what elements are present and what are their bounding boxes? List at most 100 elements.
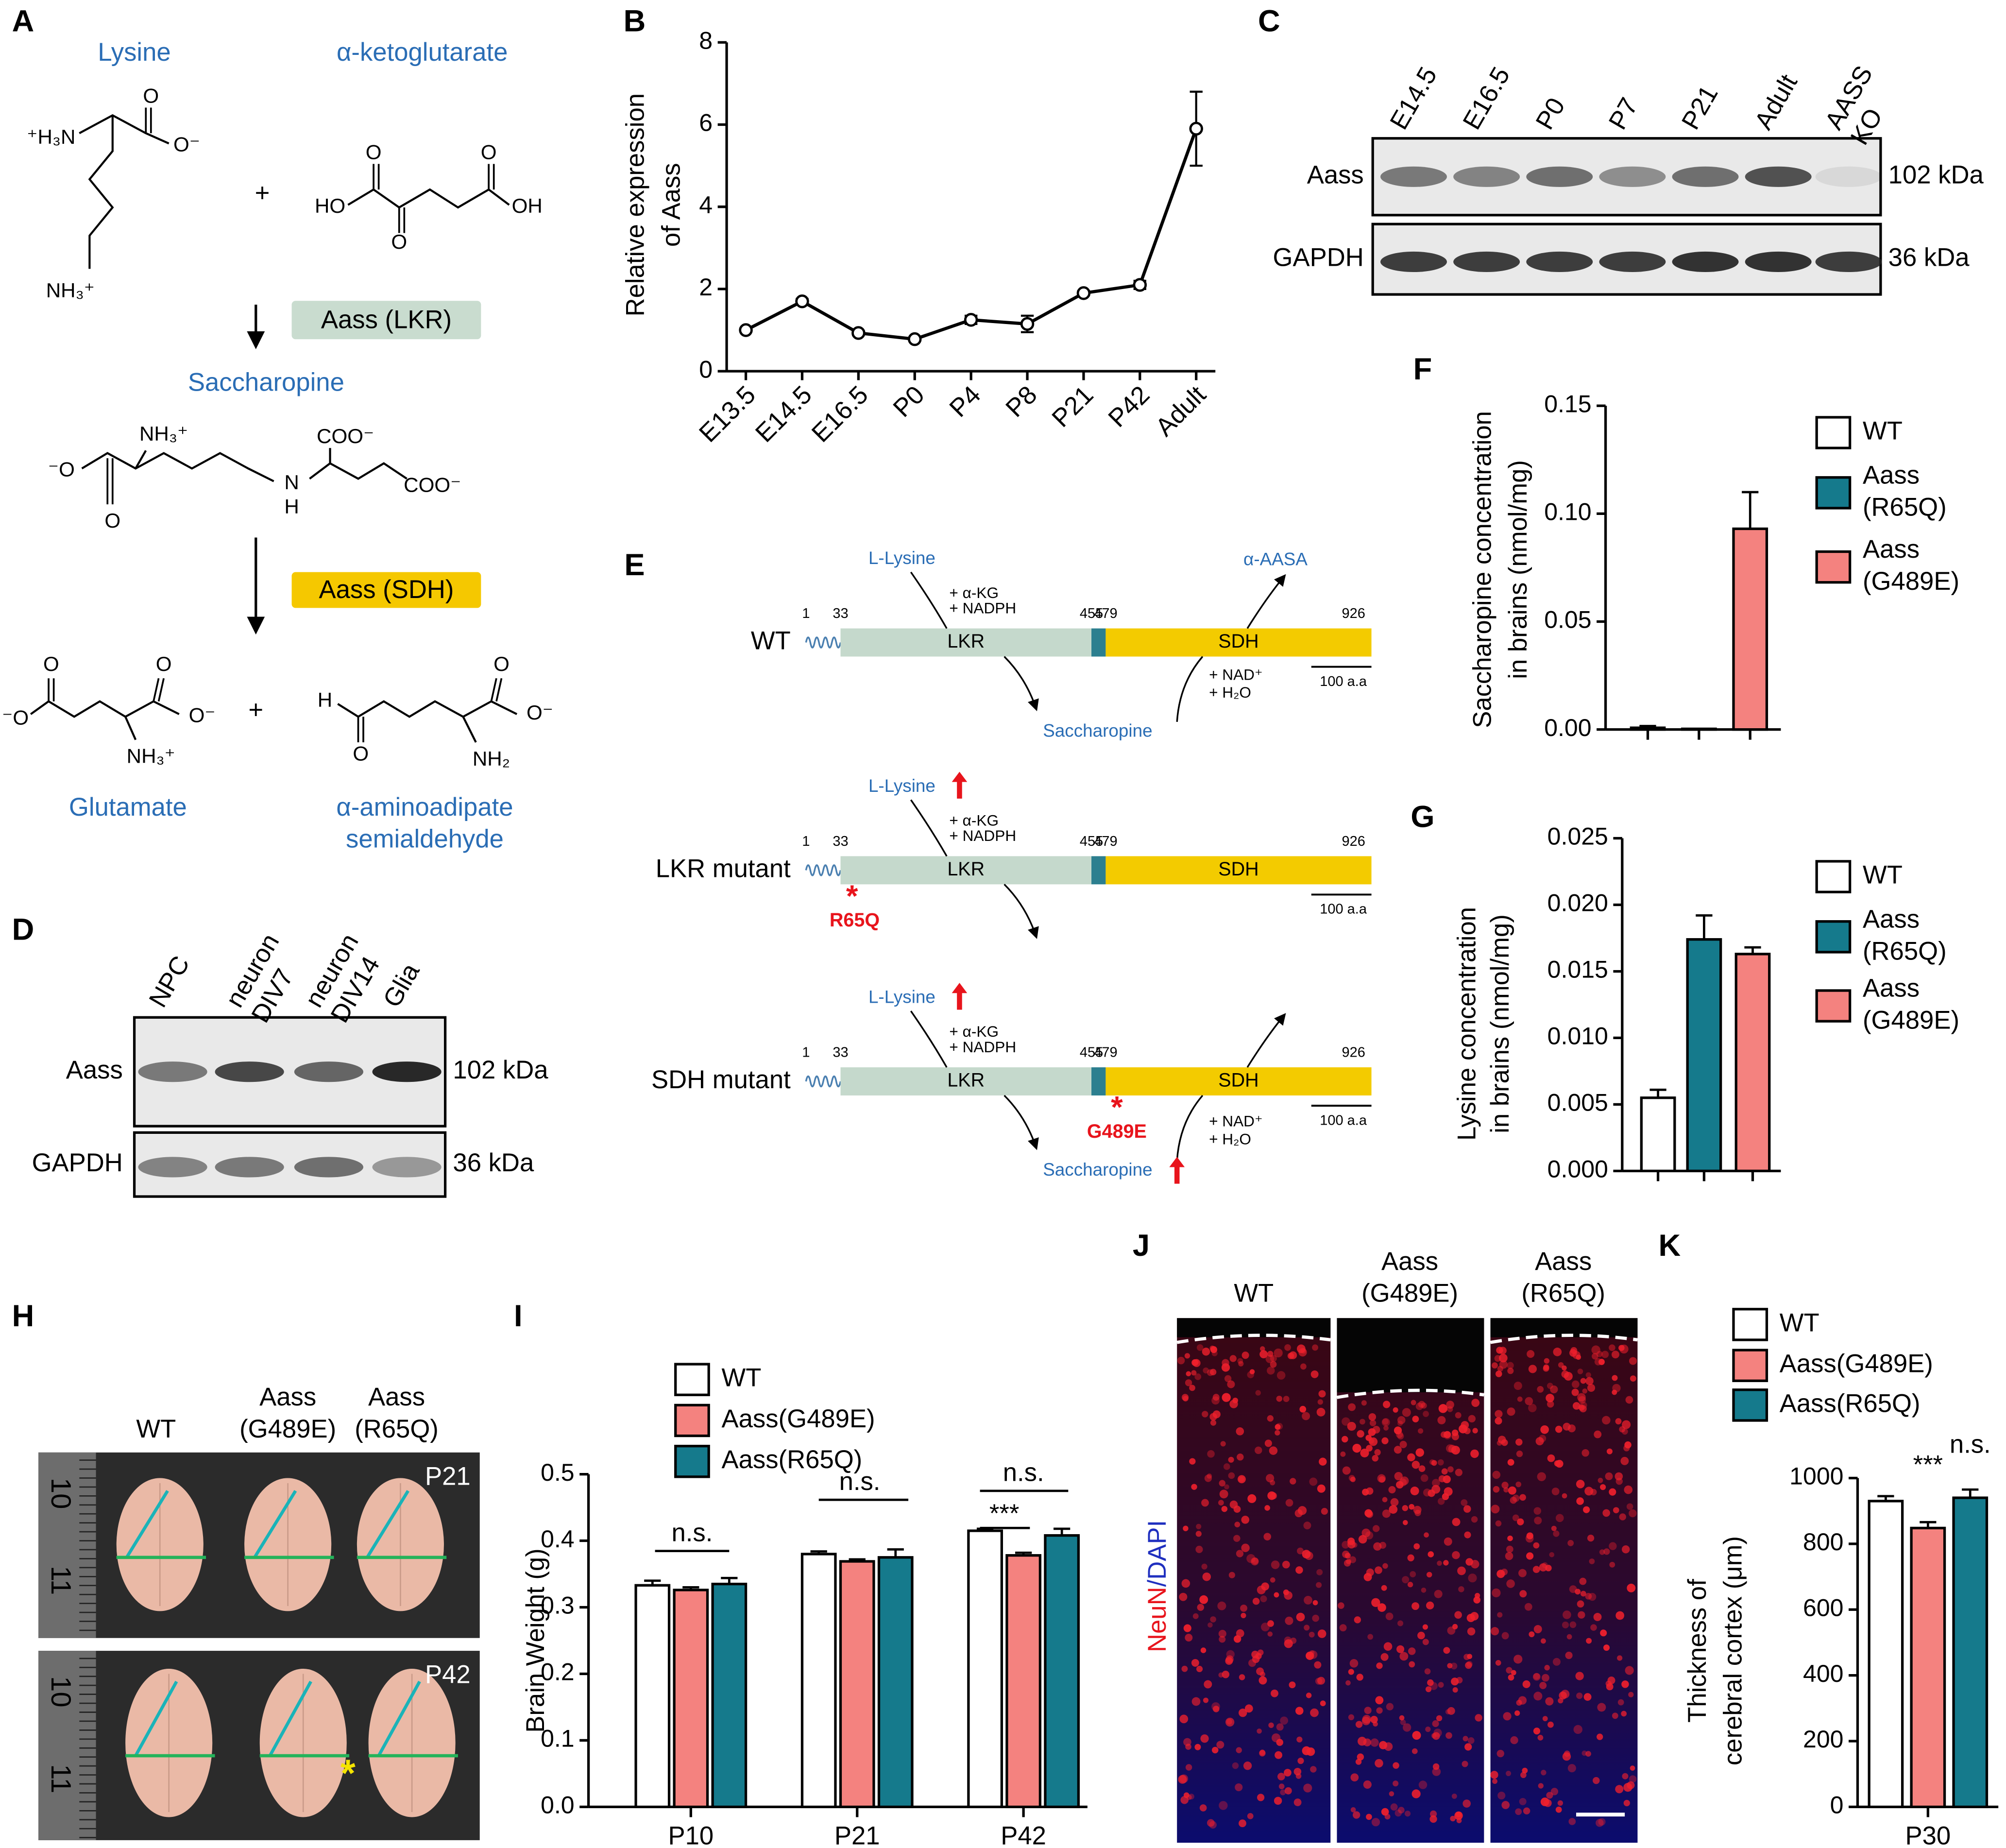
cell — [1252, 1597, 1260, 1605]
bar — [1952, 1496, 1989, 1809]
cell — [1270, 1361, 1277, 1368]
cell — [1267, 1351, 1274, 1357]
cell — [1202, 1572, 1211, 1581]
lkr-domain — [840, 856, 1092, 885]
legend-swatch — [1732, 1349, 1768, 1382]
cell — [1376, 1707, 1383, 1714]
cell — [1207, 1450, 1215, 1458]
cell — [1191, 1370, 1197, 1376]
cell — [1553, 1348, 1562, 1356]
significance-label: n.s. — [839, 1467, 881, 1496]
column-label: (G489E) — [1361, 1279, 1458, 1308]
band — [1599, 166, 1666, 187]
cell — [1316, 1582, 1322, 1588]
y-tick-label: 0.000 — [1547, 1156, 1608, 1183]
cell — [1304, 1595, 1312, 1605]
substrate-label: L-Lysine — [868, 776, 935, 796]
cell — [1424, 1532, 1429, 1538]
significance-label: *** — [989, 1499, 1019, 1528]
cell — [1532, 1673, 1541, 1681]
cell — [1513, 1655, 1523, 1664]
cell — [1540, 1638, 1546, 1644]
cell — [1517, 1518, 1524, 1525]
panel-letter: H — [12, 1299, 34, 1333]
product-label: α-AASA — [1243, 549, 1308, 569]
cell — [1363, 1573, 1372, 1581]
y-tick-label: 0 — [1830, 1792, 1844, 1819]
length-line — [366, 1490, 410, 1558]
cell — [1259, 1749, 1265, 1756]
cell — [1271, 1689, 1278, 1697]
legend-swatch — [674, 1403, 710, 1437]
cell — [1382, 1418, 1389, 1425]
bar — [1044, 1534, 1080, 1809]
length-line — [134, 1680, 178, 1757]
cell — [1555, 1425, 1563, 1433]
cell — [1507, 1535, 1513, 1541]
cell — [1302, 1412, 1310, 1420]
cell — [1587, 1534, 1595, 1542]
cell — [1186, 1371, 1191, 1377]
band — [1526, 251, 1593, 273]
cell — [1508, 1486, 1516, 1495]
cell — [1219, 1489, 1228, 1499]
cell — [1372, 1525, 1380, 1532]
y-tick-label: 0.0 — [541, 1792, 575, 1819]
cell — [1316, 1407, 1326, 1417]
cell — [1525, 1534, 1534, 1543]
cell — [1239, 1709, 1247, 1717]
cell — [1402, 1505, 1409, 1511]
linker-domain — [1091, 856, 1106, 885]
cell — [1438, 1404, 1448, 1413]
cell — [1627, 1781, 1635, 1789]
cell — [1522, 1680, 1530, 1688]
cell — [1495, 1370, 1502, 1377]
blot-row-label: Aass — [1307, 161, 1364, 189]
cell — [1599, 1549, 1605, 1555]
legend-label: WT — [1863, 860, 1903, 889]
cell — [1271, 1560, 1280, 1569]
reaction-curve — [1176, 1095, 1204, 1161]
y-tick-label: 8 — [699, 27, 713, 54]
cell — [1295, 1707, 1304, 1715]
cell — [1621, 1680, 1629, 1688]
cell — [1247, 1813, 1254, 1819]
cell — [1443, 1560, 1449, 1566]
cell — [1593, 1613, 1602, 1621]
y-tick-label: 0 — [699, 356, 713, 383]
cell — [1184, 1353, 1190, 1359]
legend-label: Aass(R65Q) — [722, 1445, 863, 1474]
row-label: WT — [751, 626, 791, 655]
cell — [1517, 1396, 1523, 1402]
panel-letter: B — [624, 4, 646, 38]
cell — [1192, 1613, 1199, 1619]
cell — [1413, 1543, 1420, 1550]
reaction-curve — [1003, 884, 1039, 939]
cell — [1265, 1354, 1275, 1363]
band — [138, 1061, 207, 1082]
cell — [1202, 1347, 1210, 1356]
cell — [1443, 1431, 1452, 1439]
significance-label: *** — [1913, 1451, 1943, 1479]
cell — [1227, 1380, 1235, 1388]
cell — [1627, 1583, 1636, 1592]
cell — [1576, 1497, 1584, 1505]
cell — [1601, 1351, 1609, 1358]
cell — [1211, 1702, 1220, 1711]
cell — [1185, 1744, 1191, 1750]
cell — [1462, 1736, 1468, 1742]
band — [215, 1157, 284, 1178]
cell — [1383, 1401, 1391, 1408]
enzyme-box — [291, 301, 481, 340]
cell — [1382, 1563, 1388, 1569]
cell — [1369, 1420, 1377, 1426]
cell — [1219, 1480, 1225, 1487]
cell — [1432, 1479, 1440, 1487]
legend-swatch — [1732, 1308, 1768, 1341]
bar — [1630, 726, 1666, 731]
scale-label: 100 a.a — [1320, 1112, 1367, 1128]
cell — [1282, 1560, 1290, 1569]
cell — [1274, 1797, 1282, 1805]
panel-letter: E — [624, 548, 645, 582]
cell — [1562, 1493, 1567, 1499]
